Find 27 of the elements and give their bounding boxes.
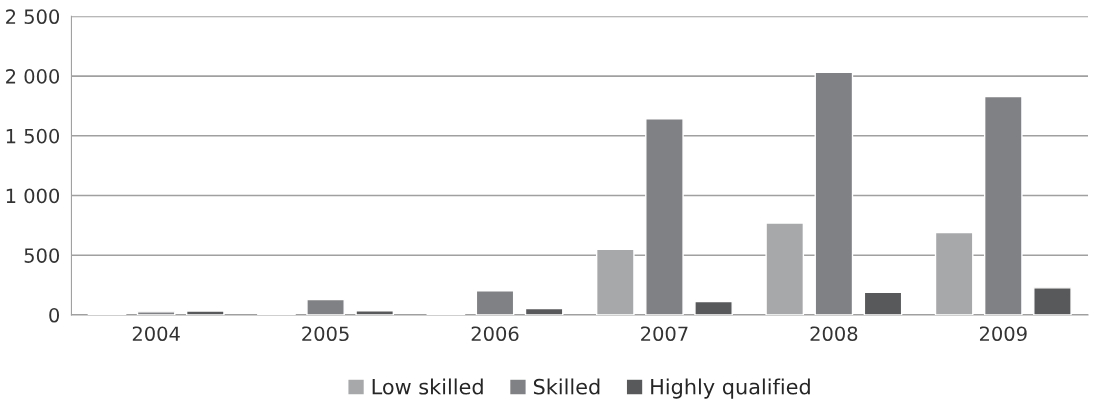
bar — [694, 300, 733, 315]
bar — [863, 291, 903, 315]
legend-label: Skilled — [533, 378, 600, 395]
y-tick-label: 500 — [24, 248, 60, 263]
legend-label: Low skilled — [372, 378, 483, 395]
y-tick-label: 2 000 — [6, 69, 60, 84]
y-tick-label: 1 000 — [6, 188, 60, 204]
bar — [306, 298, 345, 315]
bar — [355, 310, 395, 315]
legend-label: Highly qualified — [651, 378, 810, 399]
bar — [645, 118, 684, 315]
y-tick-label: 1 500 — [6, 128, 60, 144]
x-tick-label: 2006 — [471, 326, 519, 342]
bar — [136, 311, 176, 315]
bar — [983, 95, 1023, 315]
bar — [185, 310, 225, 315]
x-tick-label: 2008 — [810, 326, 858, 342]
x-tick-label: 2004 — [132, 326, 180, 342]
x-tick-label: 2009 — [979, 326, 1027, 342]
bar — [524, 307, 564, 315]
bar — [475, 290, 515, 315]
x-tick-label: 2005 — [302, 326, 349, 342]
x-tick-label: 2007 — [641, 326, 688, 342]
y-tick-label: 2 500 — [6, 9, 60, 25]
bar — [1033, 287, 1072, 315]
y-tick-label: 0 — [49, 307, 60, 323]
bar — [814, 71, 854, 315]
